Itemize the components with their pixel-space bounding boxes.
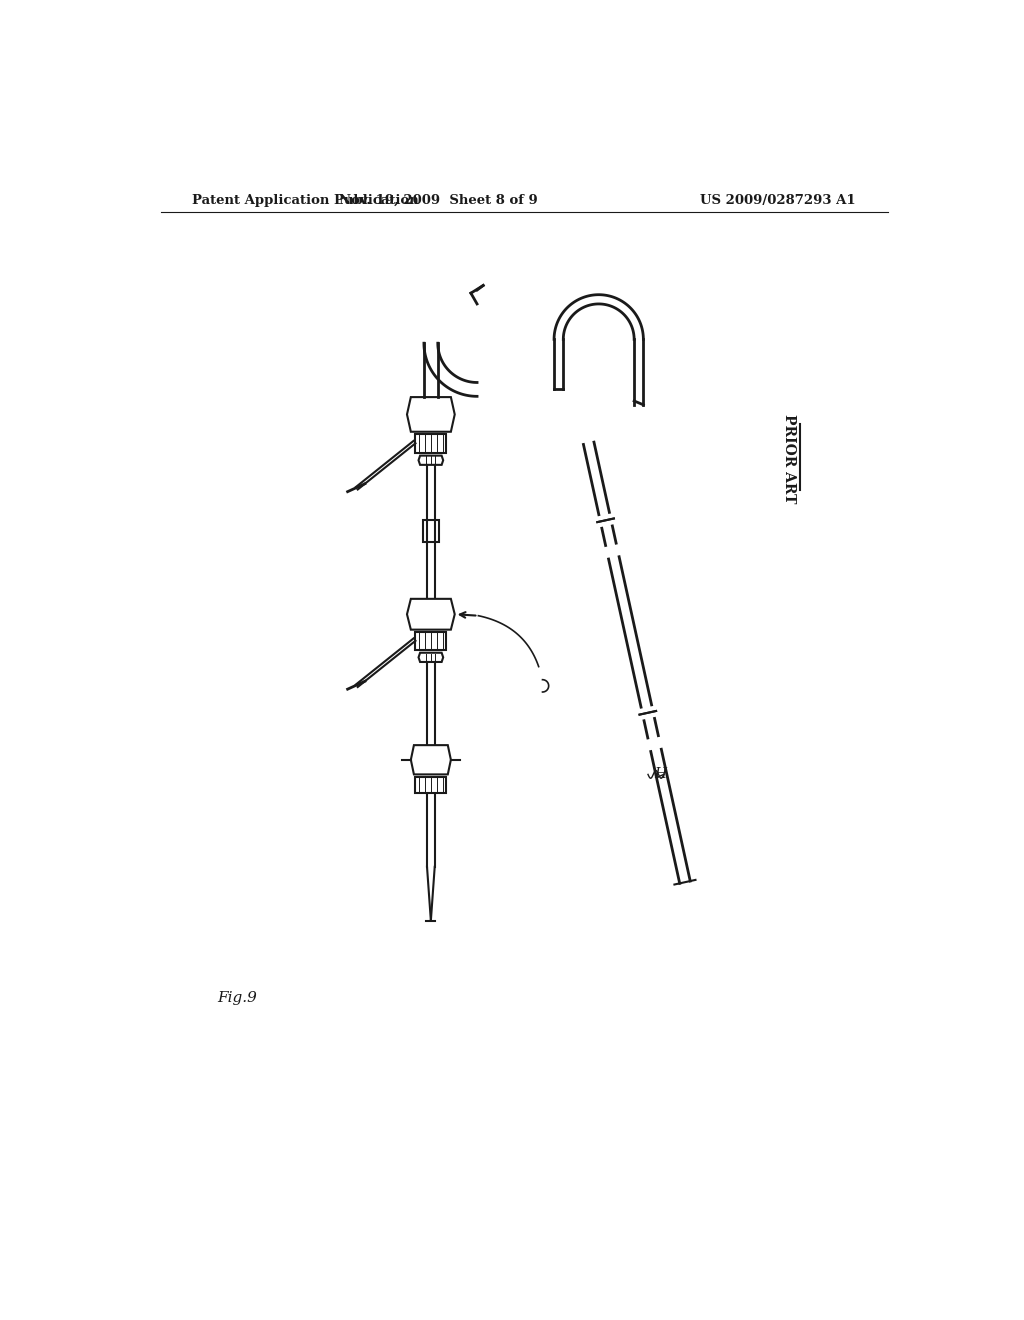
Bar xyxy=(416,776,446,793)
Text: Patent Application Publication: Patent Application Publication xyxy=(193,194,419,207)
Bar xyxy=(423,520,438,541)
Text: PRIOR ART: PRIOR ART xyxy=(782,414,796,503)
Text: Nov. 19, 2009  Sheet 8 of 9: Nov. 19, 2009 Sheet 8 of 9 xyxy=(339,194,538,207)
Text: US 2009/0287293 A1: US 2009/0287293 A1 xyxy=(700,194,856,207)
Bar xyxy=(416,632,446,649)
Text: Fig.9: Fig.9 xyxy=(217,991,257,1005)
Text: H: H xyxy=(654,767,667,781)
Bar xyxy=(416,434,446,453)
